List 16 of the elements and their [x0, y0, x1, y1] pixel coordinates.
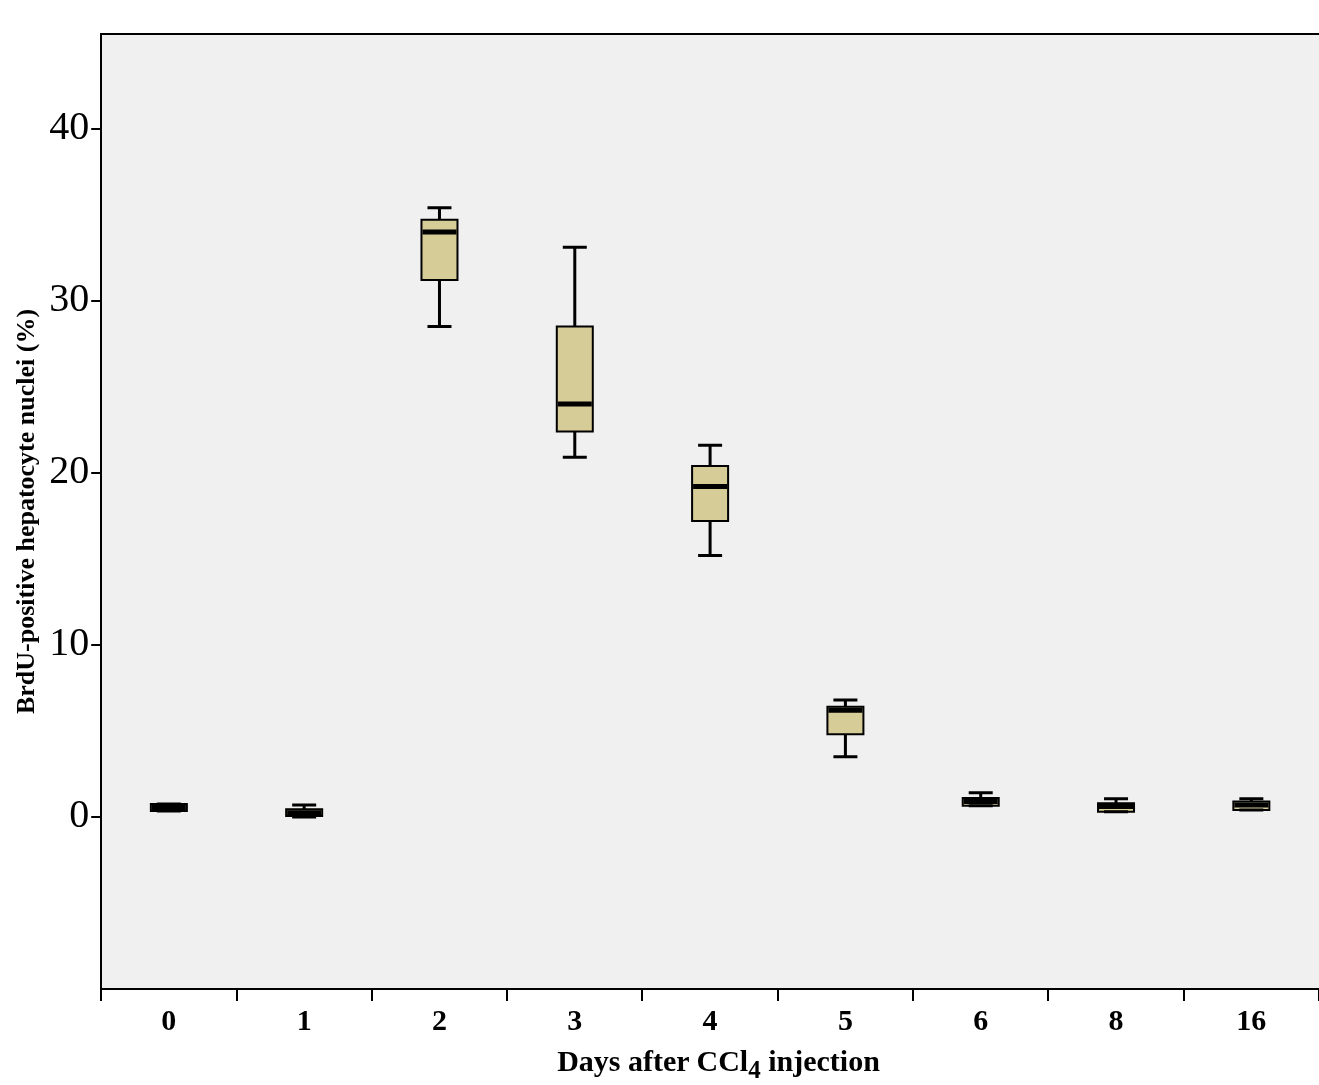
y-tick-label: 20 [49, 447, 90, 493]
y-tick-label: 40 [49, 103, 90, 149]
x-tick-label: 6 [973, 1002, 989, 1036]
y-axis-title: BrdU-positive hepatocyte nuclei (%) [11, 308, 41, 715]
x-tick-label: 8 [1108, 1002, 1124, 1036]
x-tick-label: 16 [1236, 1002, 1267, 1036]
y-tick-label: 10 [49, 619, 90, 665]
y-tick-label: 0 [69, 791, 90, 837]
x-tick-label: 4 [702, 1002, 718, 1036]
x-tick-label: 5 [837, 1002, 853, 1036]
x-axis-title: Days after CCl$_{4}$ injection [556, 1043, 881, 1085]
x-tick-label: 2 [431, 1002, 447, 1036]
x-tick-label: 0 [161, 1002, 177, 1036]
x-tick-label: 3 [567, 1002, 583, 1036]
y-tick-label: 30 [49, 275, 90, 321]
x-tick-label: 1 [296, 1002, 312, 1036]
